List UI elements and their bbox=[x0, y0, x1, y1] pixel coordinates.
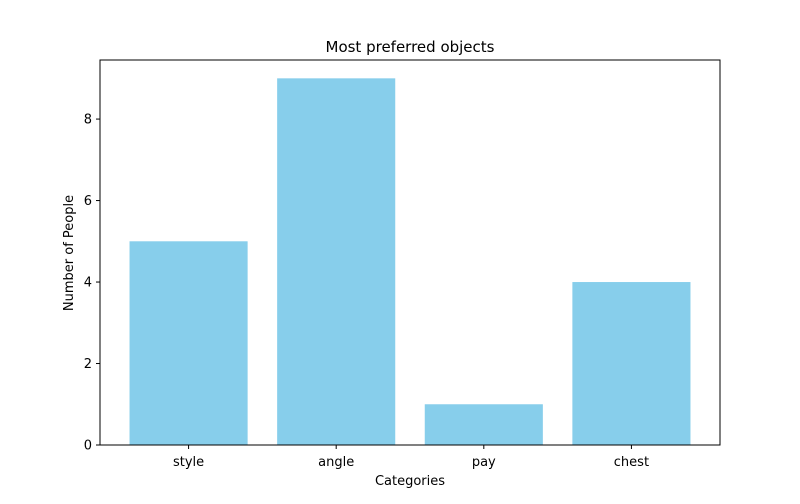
y-tick-label: 6 bbox=[84, 194, 92, 209]
plot-frame bbox=[99, 59, 721, 446]
x-tick-label: angle bbox=[318, 455, 354, 470]
y-tick-label: 2 bbox=[84, 357, 92, 372]
x-tick-label: chest bbox=[614, 455, 649, 470]
bars-layer bbox=[129, 78, 691, 445]
x-tick-label: pay bbox=[472, 455, 496, 470]
y-tick-label: 4 bbox=[84, 276, 92, 291]
x-tick-label: style bbox=[173, 455, 204, 470]
y-axis-ticks: 0 2 4 6 8 bbox=[84, 113, 100, 454]
x-axis-ticks: style angle pay chest bbox=[173, 445, 649, 470]
bar-pay bbox=[424, 404, 543, 445]
y-axis-label: Number of People bbox=[62, 195, 77, 311]
bar-style bbox=[129, 241, 248, 445]
x-axis-label: Categories bbox=[375, 474, 445, 489]
bar-chest bbox=[572, 282, 691, 445]
y-tick-label: 0 bbox=[84, 439, 92, 454]
bar-angle bbox=[277, 78, 396, 445]
y-tick-label: 8 bbox=[84, 113, 92, 128]
chart-title: Most preferred objects bbox=[326, 38, 495, 56]
